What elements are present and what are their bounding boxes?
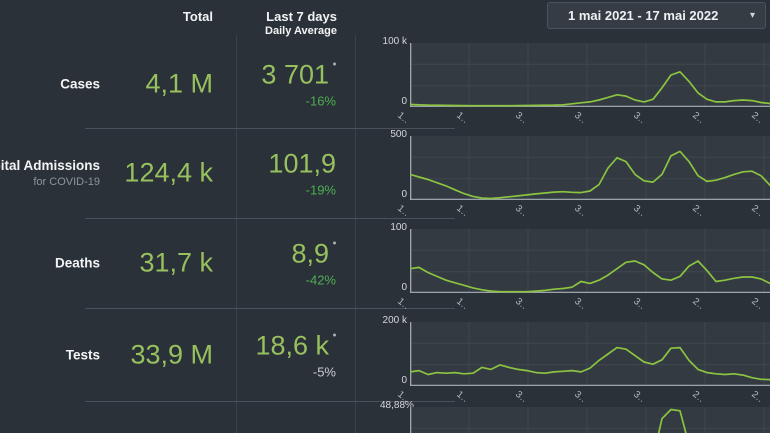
x-tick-label: 3.. bbox=[631, 110, 648, 127]
row-label: Tests bbox=[65, 347, 100, 362]
pct-change: -19% bbox=[305, 182, 336, 198]
x-tick-label: 3.. bbox=[572, 296, 589, 313]
column-header-daily-average: Daily Average bbox=[265, 25, 337, 37]
column-divider bbox=[355, 35, 356, 433]
row-label: Cases bbox=[60, 76, 100, 92]
x-axis-ticks: 1.. 1.. 3.. 3.. 3.. 2.. 2.. bbox=[395, 295, 770, 315]
y-axis-max-label: 500 bbox=[390, 129, 407, 140]
row-tests: Tests 33,9 M 18,6 k -5% bbox=[0, 308, 455, 401]
avg-value: 8,9 bbox=[291, 239, 336, 270]
y-axis-zero-label: 0 bbox=[401, 375, 407, 386]
y-axis-zero-label: 0 bbox=[401, 282, 407, 293]
x-tick-label: 1.. bbox=[454, 296, 471, 313]
sparkline-hospital-admissions: 500 0 1.. 1.. 3.. 3.. 3.. 2.. 2.. bbox=[380, 129, 770, 223]
y-axis-zero-label: 0 bbox=[401, 96, 407, 107]
sparkline-tests: 200 k 0 1.. 1.. 3.. 3.. 3.. 2.. 2.. bbox=[380, 315, 770, 409]
x-tick-label: 3.. bbox=[513, 296, 530, 313]
pct-change: -42% bbox=[305, 272, 336, 288]
avg-cell: 101,9 -19% bbox=[268, 149, 336, 198]
x-tick-label: 2.. bbox=[749, 110, 766, 127]
avg-value: 18,6 k bbox=[255, 330, 336, 361]
sparkline-deaths: 100 0 1.. 1.. 3.. 3.. 3.. 2.. 2.. bbox=[380, 222, 770, 316]
column-divider bbox=[236, 35, 237, 433]
total-value: 33,9 M bbox=[130, 339, 213, 369]
row-label-cell: Tests bbox=[66, 347, 100, 362]
row-label: Hospital Admissions bbox=[0, 158, 100, 173]
column-header-last7days: Last 7 days bbox=[266, 9, 337, 24]
row-cases: Cases 4,1 M 3 701 -16% bbox=[0, 40, 455, 128]
x-tick-label: 3.. bbox=[631, 203, 648, 220]
footnote-dot bbox=[333, 241, 336, 245]
x-tick-label: 2.. bbox=[690, 203, 707, 220]
date-range-label: 1 mai 2021 - 17 mai 2022 bbox=[568, 8, 719, 23]
row-label-cell: Cases bbox=[60, 77, 100, 92]
sparkline-positivity-rate: 48,88% bbox=[380, 400, 770, 433]
y-axis-zero-label: 0 bbox=[401, 189, 407, 200]
total-value: 4,1 M bbox=[145, 68, 213, 99]
row-label-cell: Deaths bbox=[55, 256, 100, 271]
row-deaths: Deaths 31,7 k 8,9 -42% bbox=[0, 218, 455, 308]
x-axis-ticks: 1.. 1.. 3.. 3.. 3.. 2.. 2.. bbox=[395, 109, 770, 129]
avg-value: 101,9 bbox=[268, 148, 336, 179]
x-tick-label: 1.. bbox=[454, 110, 471, 127]
x-tick-label: 1.. bbox=[395, 110, 412, 127]
date-range-picker[interactable]: 1 mai 2021 - 17 mai 2022 ▾ bbox=[547, 2, 766, 29]
chart-plot bbox=[410, 229, 770, 293]
avg-cell: 18,6 k -5% bbox=[255, 330, 336, 379]
row-sublabel: for COVID-19 bbox=[33, 176, 100, 188]
chart-plot bbox=[410, 322, 770, 386]
total-value: 31,7 k bbox=[139, 247, 213, 278]
sparkline-cases: 100 k 0 1.. 1.. 3.. 3.. 3.. 2.. 2.. bbox=[380, 36, 770, 130]
row-divider bbox=[85, 218, 455, 219]
x-tick-label: 1.. bbox=[395, 296, 412, 313]
x-tick-label: 2.. bbox=[749, 296, 766, 313]
x-tick-label: 2.. bbox=[690, 296, 707, 313]
column-header-total: Total bbox=[182, 9, 213, 24]
chart-plot bbox=[410, 43, 770, 107]
row-label: Deaths bbox=[54, 255, 100, 271]
x-tick-label: 2.. bbox=[690, 110, 707, 127]
x-tick-label: 1.. bbox=[395, 203, 412, 220]
chart-plot bbox=[410, 136, 770, 200]
y-axis-max-label: 48,88% bbox=[380, 400, 414, 411]
pct-change: -5% bbox=[312, 364, 336, 379]
pct-change: -16% bbox=[305, 93, 336, 109]
chevron-down-icon: ▾ bbox=[749, 10, 755, 21]
x-tick-label: 3.. bbox=[631, 296, 648, 313]
x-tick-label: 1.. bbox=[454, 203, 471, 220]
row-divider bbox=[85, 128, 455, 129]
x-tick-label: 3.. bbox=[513, 110, 530, 127]
footnote-dot bbox=[333, 333, 336, 336]
avg-value: 3 701 bbox=[261, 60, 336, 91]
x-tick-label: 3.. bbox=[513, 203, 530, 220]
y-axis-max-label: 100 bbox=[390, 222, 407, 233]
row-divider bbox=[85, 308, 455, 309]
x-tick-label: 2.. bbox=[749, 203, 766, 220]
y-axis-max-label: 200 k bbox=[382, 315, 407, 326]
x-tick-label: 3.. bbox=[572, 203, 589, 220]
total-value: 124,4 k bbox=[124, 157, 213, 188]
avg-cell: 3 701 -16% bbox=[261, 60, 336, 109]
y-axis-max-label: 100 k bbox=[382, 36, 407, 47]
row-divider bbox=[85, 401, 455, 402]
x-axis-ticks: 1.. 1.. 3.. 3.. 3.. 2.. 2.. bbox=[395, 202, 770, 222]
avg-cell: 8,9 -42% bbox=[291, 239, 336, 288]
chart-plot bbox=[410, 407, 770, 433]
footnote-dot bbox=[333, 62, 336, 66]
row-label-cell: Hospital Admissions for COVID-19 bbox=[0, 158, 100, 188]
x-tick-label: 3.. bbox=[572, 110, 589, 127]
row-hospital-admissions: Hospital Admissions for COVID-19 124,4 k… bbox=[0, 128, 455, 218]
